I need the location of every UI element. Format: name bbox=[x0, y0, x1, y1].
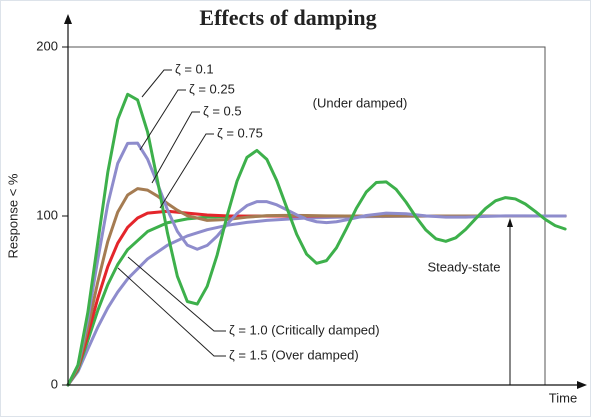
steady-state-arrow-head bbox=[507, 218, 513, 227]
chart-title: Effects of damping bbox=[199, 5, 376, 30]
annotation: Steady-state bbox=[428, 259, 501, 274]
y-axis-arrow bbox=[64, 14, 72, 24]
leader-line bbox=[141, 69, 172, 98]
leader-line bbox=[127, 256, 226, 332]
series-label: ζ = 0.75 bbox=[217, 125, 263, 140]
y-axis-label: Response < % bbox=[5, 173, 20, 258]
y-tick-label: 0 bbox=[51, 376, 58, 391]
leader-line bbox=[117, 267, 226, 357]
leader-line bbox=[159, 133, 214, 209]
annotation: (Under damped) bbox=[313, 95, 408, 110]
series-label: ζ = 0.5 bbox=[203, 103, 242, 118]
series-label: ζ = 0.1 bbox=[175, 61, 214, 76]
series-line bbox=[66, 92, 567, 387]
y-tick-label: 100 bbox=[36, 207, 58, 222]
x-axis-label: Time bbox=[549, 390, 577, 405]
leader-line bbox=[151, 111, 200, 184]
series-label: ζ = 1.0 (Critically damped) bbox=[229, 322, 380, 337]
x-axis-arrow bbox=[577, 381, 587, 389]
leader-line bbox=[139, 89, 186, 151]
curves bbox=[66, 92, 567, 387]
series-line bbox=[66, 187, 567, 387]
series-label: ζ = 1.5 (Over damped) bbox=[229, 347, 359, 362]
y-tick-label: 200 bbox=[36, 38, 58, 53]
series-label: ζ = 0.25 bbox=[189, 81, 235, 96]
series-line bbox=[66, 141, 567, 387]
